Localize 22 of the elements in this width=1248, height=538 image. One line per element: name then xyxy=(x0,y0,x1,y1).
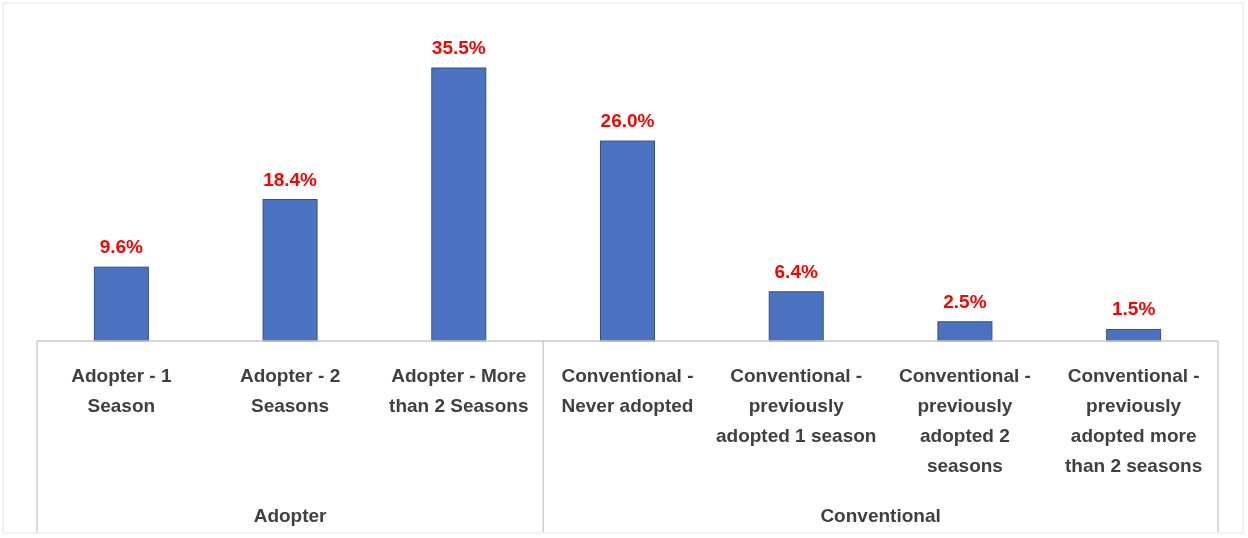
bar xyxy=(937,321,993,342)
bar xyxy=(600,140,655,342)
data-label: 6.4% xyxy=(774,260,818,282)
bar xyxy=(431,67,487,342)
x-tick-label: Conventional - previously adopted 2 seasons xyxy=(898,365,1031,476)
x-tick-label: Adopter - 2 Seasons xyxy=(239,365,341,416)
x-tick-label: Conventional - previously adopted more than 2 seasons xyxy=(1065,365,1203,476)
x-tick-label: Conventional - previously adopted 1 season xyxy=(715,365,877,446)
bar xyxy=(93,266,149,342)
text: Conventional xyxy=(820,505,941,526)
data-label: 26.0% xyxy=(600,110,655,132)
data-label: 18.4% xyxy=(263,168,318,190)
x-tick-label: Adopter - 1 Season xyxy=(71,365,172,416)
data-label: 1.5% xyxy=(1111,298,1156,320)
x-tick-label: Conventional - Never adopted xyxy=(561,365,694,416)
data-label: 35.5% xyxy=(431,37,486,58)
text: Adopter xyxy=(253,505,328,526)
x-tick-label: Adopter - More than 2 Seasons xyxy=(389,365,529,416)
bar xyxy=(768,291,824,342)
data-label: 9.6% xyxy=(99,236,144,258)
data-label: 2.5% xyxy=(943,290,987,312)
bar xyxy=(262,199,318,342)
